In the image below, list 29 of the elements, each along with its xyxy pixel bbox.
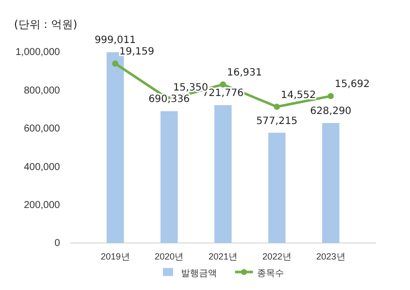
bar: [160, 111, 178, 243]
data-label: 15,692: [334, 79, 370, 90]
x-tick-label: 2023년: [316, 251, 346, 262]
data-label: 577,215: [256, 116, 298, 127]
bar: [322, 122, 340, 243]
chart-subtitle: (단위 : 억원): [14, 18, 78, 31]
x-tick-label: 2020년: [154, 251, 184, 262]
data-label: 628,290: [310, 106, 352, 117]
y-tick-label: 200,000: [24, 200, 60, 211]
point: [220, 81, 226, 88]
x-tick-label: 2022년: [262, 251, 292, 262]
y-tick-label: 0: [54, 238, 60, 250]
x-tick-label: 2021년: [208, 251, 238, 262]
y-tick-label: 1,000,000: [16, 47, 60, 58]
point: [328, 92, 334, 100]
y-tick-label: 800,000: [24, 85, 60, 96]
y-tick-label: 400,000: [24, 162, 60, 173]
legend-label: 발행금액: [181, 269, 217, 279]
data-label: 19,159: [119, 46, 154, 58]
bar: [268, 132, 286, 243]
point: [274, 104, 280, 110]
legend-label: 종목수: [257, 269, 284, 279]
x-tick-label: 2019년: [100, 251, 130, 262]
data-label: 999,011: [94, 35, 136, 46]
point: [112, 60, 118, 67]
data-label: 14,552: [280, 90, 316, 101]
y-tick-label: 600,000: [24, 124, 60, 135]
data-label: 16,931: [227, 67, 262, 78]
bar: [214, 105, 232, 243]
